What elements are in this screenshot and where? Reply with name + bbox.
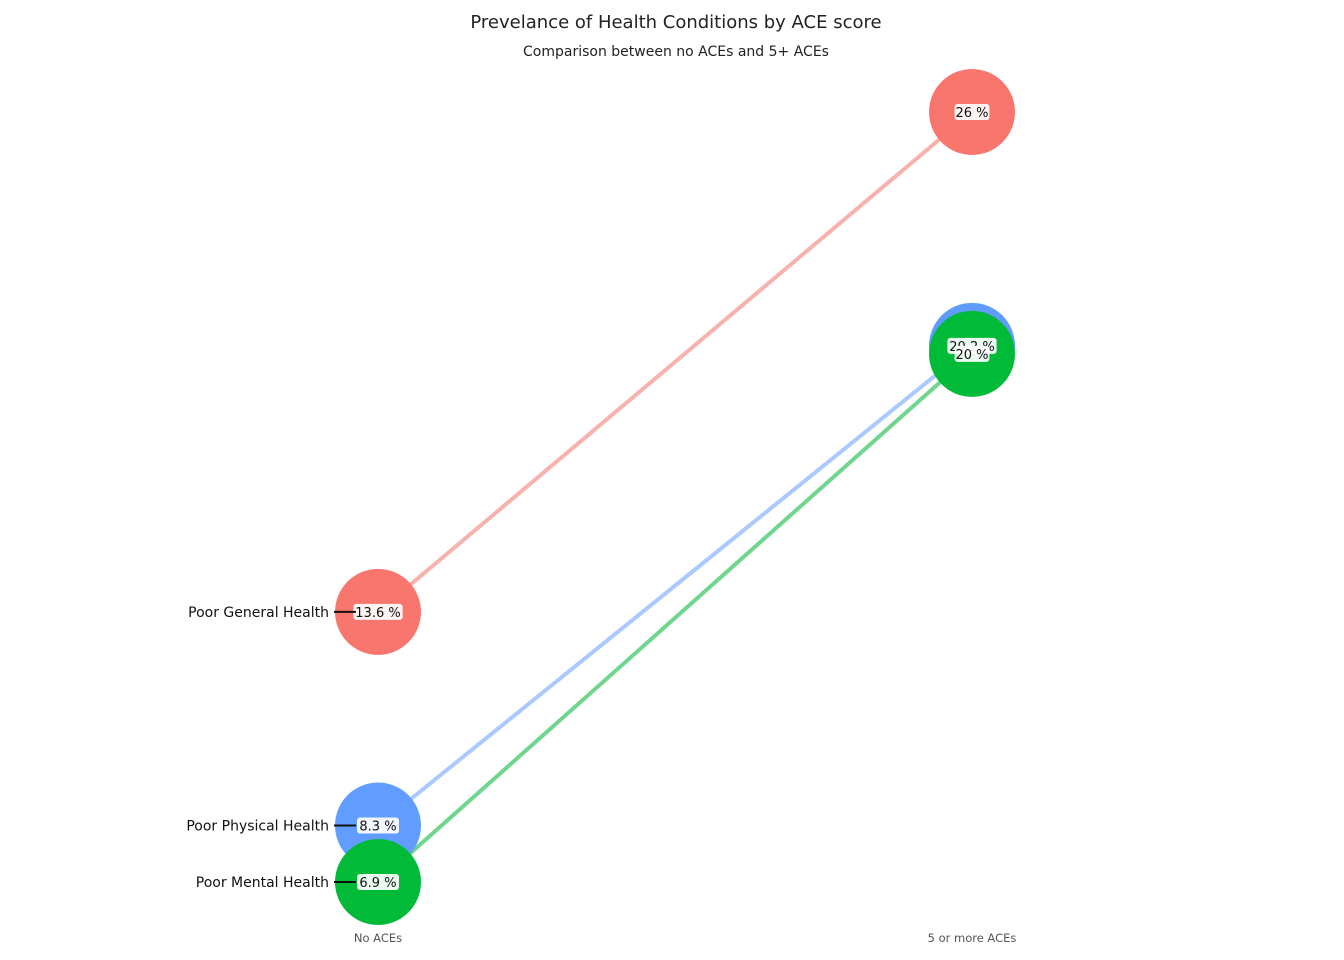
x-tick-label: 5 or more ACEs <box>928 931 1017 945</box>
series-label: Poor General Health <box>188 605 329 621</box>
chart-subtitle: Comparison between no ACEs and 5+ ACEs <box>523 44 829 60</box>
value-label-bg <box>357 817 399 834</box>
series-label: Poor Physical Health <box>186 819 329 835</box>
x-axis: No ACEs 5 or more ACEs <box>354 931 1017 945</box>
value-label: 8.3 % <box>359 820 396 835</box>
value-label-bg <box>353 603 403 620</box>
value-label: 13.6 % <box>355 606 400 621</box>
value-label-bg <box>954 104 990 120</box>
x-tick-label: No ACEs <box>354 931 402 945</box>
chart-title: Prevelance of Health Conditions by ACE s… <box>470 12 881 33</box>
series-labels: Poor General Health Poor Physical Health P… <box>186 605 356 891</box>
value-label-bg <box>954 345 990 362</box>
slope-line <box>376 110 974 614</box>
slope-points: 13.6 %26 %8.3 %20.2 %6.9 %20 % <box>335 69 1015 925</box>
slope-line <box>376 352 974 884</box>
value-label-bg <box>357 874 399 890</box>
slope-lines <box>376 110 974 884</box>
value-label: 20 % <box>955 348 988 363</box>
series-label: Poor Mental Health <box>196 875 329 891</box>
slope-line <box>376 344 974 828</box>
value-label: 26 % <box>955 106 988 121</box>
value-label: 6.9 % <box>359 876 396 891</box>
